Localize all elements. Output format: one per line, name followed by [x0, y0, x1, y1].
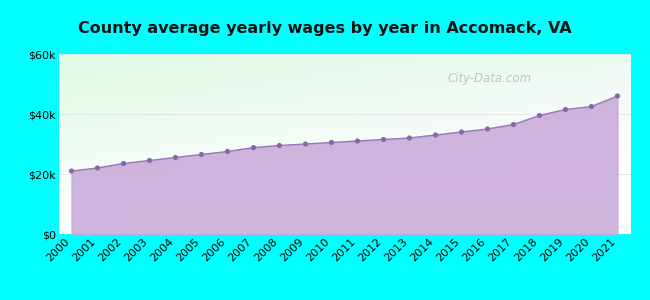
- Point: [248, 145, 259, 150]
- Point: [92, 166, 103, 170]
- Point: [274, 143, 285, 148]
- Point: [560, 107, 571, 112]
- Point: [534, 113, 545, 118]
- Point: [378, 137, 389, 142]
- Point: [612, 94, 623, 98]
- Point: [456, 130, 467, 134]
- Point: [352, 139, 363, 143]
- Point: [300, 142, 311, 146]
- Point: [118, 161, 129, 166]
- Point: [196, 152, 207, 157]
- Point: [404, 136, 415, 140]
- Point: [430, 133, 441, 137]
- Point: [222, 149, 233, 154]
- Point: [66, 169, 77, 173]
- Point: [586, 104, 597, 109]
- Point: [170, 155, 181, 160]
- Text: County average yearly wages by year in Accomack, VA: County average yearly wages by year in A…: [78, 21, 572, 36]
- Point: [482, 127, 493, 131]
- Point: [326, 140, 337, 145]
- Point: [508, 122, 519, 127]
- Text: City-Data.com: City-Data.com: [447, 72, 532, 85]
- Point: [144, 158, 155, 163]
